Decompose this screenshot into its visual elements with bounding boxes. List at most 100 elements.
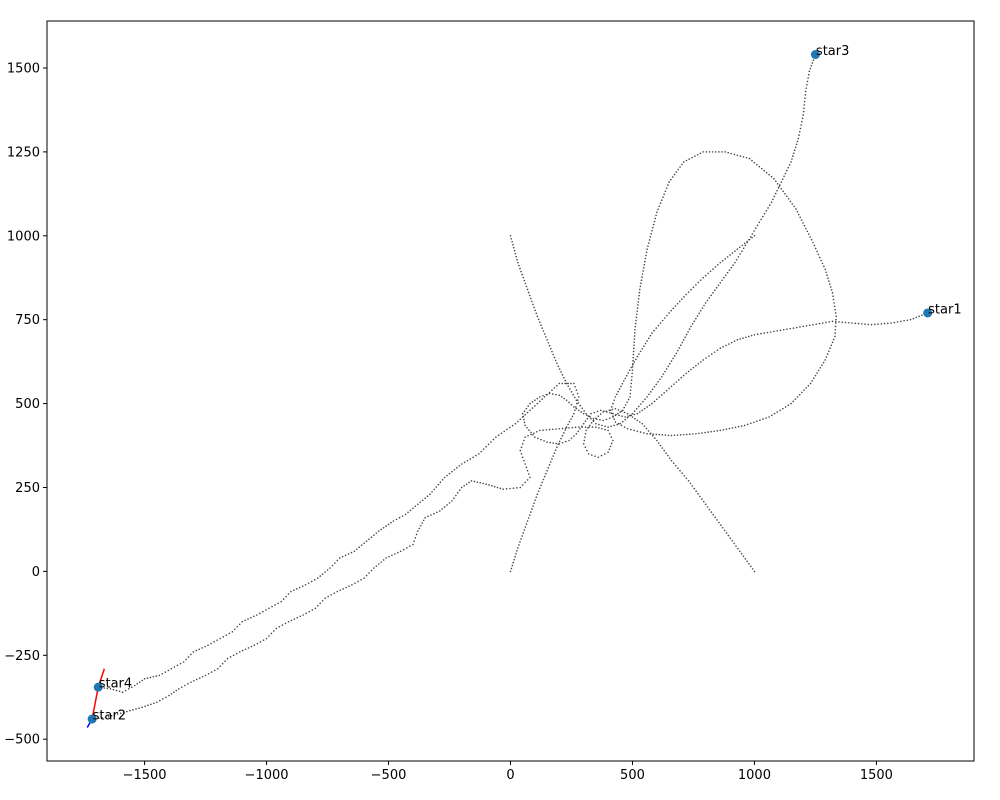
trail-dot — [532, 434, 534, 436]
trail-dot — [330, 594, 333, 596]
trail-dot — [646, 396, 648, 398]
trail-dot — [649, 391, 652, 393]
trail-dot — [586, 449, 588, 452]
velocity-vector-red — [91, 687, 99, 720]
trail-dot — [573, 396, 576, 399]
trail-dot — [259, 612, 261, 615]
trail-dot — [453, 468, 456, 471]
trail-dot — [632, 363, 634, 365]
trail-dot — [370, 569, 373, 572]
trail-dot — [630, 386, 632, 388]
trail-dot — [633, 410, 636, 413]
x-axis: −1500 −1000 −500 0 500 1000 1500 — [123, 761, 893, 783]
trail-dot — [516, 487, 518, 489]
trail-dot — [682, 433, 685, 436]
trail-dot — [253, 644, 256, 647]
trail-dot — [198, 648, 201, 651]
trail-dot — [446, 504, 448, 506]
trail-dot — [613, 418, 615, 420]
trail-dot — [825, 356, 828, 358]
trail-dot — [799, 326, 801, 328]
trail-dot — [834, 308, 836, 311]
trail-dot — [275, 627, 278, 630]
trail-dot — [804, 94, 807, 96]
trail-dot — [873, 323, 876, 326]
trail-dot — [704, 503, 707, 506]
trail-dot — [479, 481, 482, 484]
trail-dot — [722, 429, 725, 431]
trail-dot — [466, 459, 469, 462]
trail-dot — [664, 434, 667, 436]
trail-dot — [104, 716, 107, 719]
trail-dot — [565, 382, 568, 385]
trail-dot — [605, 418, 608, 421]
trail-dot — [768, 416, 770, 418]
trail-dot — [485, 483, 487, 485]
trail-dot — [740, 425, 743, 427]
trail-dot — [629, 396, 631, 398]
trail-dot — [739, 338, 742, 340]
trail-dot — [699, 361, 702, 363]
trail-dot — [247, 647, 250, 649]
trail-dot — [407, 511, 409, 514]
trail-dot — [528, 473, 530, 475]
trail-dot — [527, 517, 530, 519]
trail-dot — [648, 404, 651, 407]
trail-dot — [358, 546, 361, 549]
trail-dot — [662, 196, 664, 198]
trail-dot — [633, 413, 636, 416]
trail-dot — [658, 205, 661, 208]
trail-dot — [623, 406, 625, 409]
trail-dot — [684, 336, 686, 338]
trail-dot — [525, 285, 528, 288]
trail-dot — [710, 353, 713, 355]
trail-dot — [424, 516, 426, 519]
trail-dot — [370, 536, 373, 538]
trail-dot — [594, 455, 596, 457]
trail-dot — [170, 693, 173, 695]
trail-dot — [592, 417, 595, 420]
trail-dot — [657, 208, 659, 211]
trail-dot — [685, 433, 688, 436]
trail-dot — [592, 420, 595, 423]
trail-dot — [731, 427, 734, 429]
trail-dot — [822, 361, 825, 364]
trail-dot — [380, 528, 383, 531]
trail-dot — [644, 257, 647, 260]
trail-dot — [753, 161, 756, 164]
trail-dot — [808, 324, 811, 327]
trail-dot — [179, 662, 182, 665]
trail-dot — [623, 426, 626, 428]
trail-dot — [821, 262, 824, 265]
trail-dot — [825, 321, 827, 324]
trail-dot — [167, 669, 170, 672]
trail-dot — [262, 639, 265, 641]
trail-dot — [182, 661, 185, 663]
trail-dot — [746, 241, 748, 244]
trail-dot — [436, 511, 438, 514]
trail-dot — [636, 430, 639, 433]
trail-dot — [482, 482, 484, 485]
trail-dot — [417, 530, 419, 532]
trail-dot — [338, 557, 341, 559]
trail-dot — [828, 283, 831, 285]
trail-dot — [867, 323, 870, 326]
trail-dot — [521, 484, 524, 486]
trail-dot — [818, 256, 821, 259]
trail-dot — [336, 559, 339, 562]
trail-dot — [226, 657, 229, 660]
trail-dot — [582, 443, 585, 445]
trail-dot — [395, 518, 398, 521]
trail-dot — [551, 350, 553, 353]
trail-dot — [657, 324, 660, 327]
trail-dot — [691, 485, 694, 487]
trail-dot — [650, 233, 652, 235]
trail-dot — [523, 459, 525, 462]
trail-dot — [727, 151, 730, 154]
trail-dot — [797, 137, 800, 140]
trail-dot — [688, 328, 691, 330]
trail-dot — [147, 704, 149, 707]
trail-dot — [809, 67, 812, 70]
trail-dot — [138, 707, 140, 709]
star-label-star3: star3 — [816, 44, 849, 59]
